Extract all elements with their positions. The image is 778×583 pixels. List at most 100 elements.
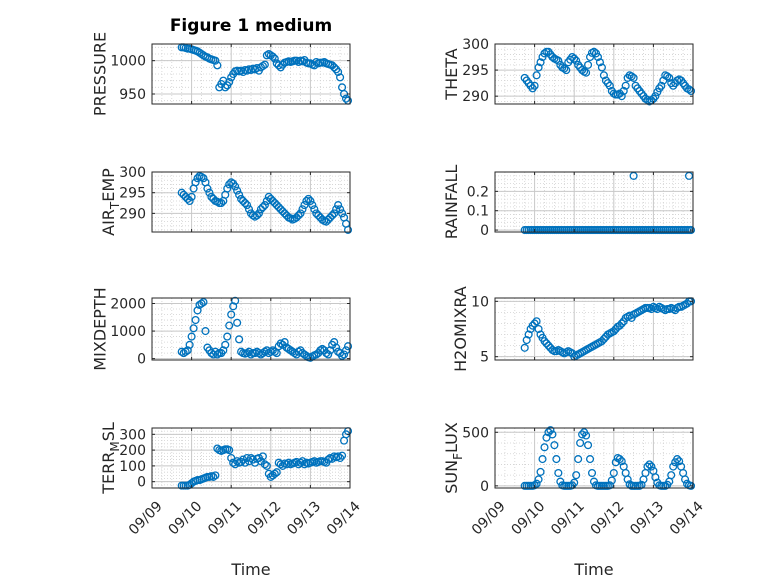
data-point xyxy=(332,205,341,214)
data-point xyxy=(615,321,624,330)
y-tick-label: 950 xyxy=(119,87,146,103)
x-tick-label: 09/09 xyxy=(126,498,166,538)
data-point xyxy=(187,332,196,341)
axes-box xyxy=(151,427,351,489)
x-axis-label-left: Time xyxy=(230,560,270,579)
data-point xyxy=(330,209,339,218)
data-series xyxy=(520,47,696,106)
data-point xyxy=(233,318,242,327)
data-point xyxy=(306,353,315,362)
data-point xyxy=(532,71,541,80)
data-point xyxy=(534,475,543,484)
data-point xyxy=(244,205,254,214)
y-tick-label: 290 xyxy=(462,89,489,105)
data-point xyxy=(260,60,269,69)
data-point xyxy=(270,54,279,63)
subplot-rainfall: 0 0.1 0.2 RAINFALL xyxy=(442,165,696,240)
data-point xyxy=(229,458,238,467)
data-point xyxy=(330,63,339,72)
data-point xyxy=(530,319,539,328)
data-point xyxy=(647,462,656,471)
data-point xyxy=(284,458,293,467)
x-tick-label: 09/13 xyxy=(284,498,324,538)
data-point xyxy=(653,305,662,314)
data-point xyxy=(185,340,194,349)
data-point xyxy=(619,86,628,96)
data-point xyxy=(268,52,277,61)
y-axis-label: RAINFALL xyxy=(442,165,461,240)
data-point xyxy=(270,469,279,478)
data-point xyxy=(578,430,587,439)
data-point xyxy=(534,324,543,334)
data-point xyxy=(191,315,200,325)
data-point xyxy=(574,455,583,464)
data-point xyxy=(542,339,551,348)
data-point xyxy=(233,186,242,195)
y-tick-label: 1000 xyxy=(110,54,146,70)
data-point xyxy=(300,201,309,210)
data-point xyxy=(310,457,319,466)
data-series xyxy=(177,43,353,105)
axes-box xyxy=(494,43,694,105)
data-point xyxy=(183,194,192,203)
data-point xyxy=(599,334,608,344)
data-point xyxy=(530,81,539,90)
data-point xyxy=(538,455,547,464)
data-point xyxy=(272,468,281,477)
data-point xyxy=(536,467,545,476)
data-point xyxy=(294,211,303,220)
data-point xyxy=(199,298,208,307)
y-tick-label: 200 xyxy=(119,443,146,459)
data-point xyxy=(617,457,626,466)
data-point xyxy=(686,86,696,96)
data-point xyxy=(643,95,652,104)
y-tick-label: 300 xyxy=(119,427,146,443)
data-point xyxy=(585,52,595,62)
y-axis-label: SUNFLUX xyxy=(442,422,465,494)
data-point xyxy=(550,441,559,450)
data-series xyxy=(520,171,696,235)
x-tick-label: 09/10 xyxy=(166,498,206,538)
y-tick-label: 10 xyxy=(471,294,489,310)
data-point xyxy=(302,351,311,360)
data-point xyxy=(540,337,549,346)
data-point xyxy=(570,54,579,63)
data-point xyxy=(663,72,672,81)
axes-box xyxy=(494,171,694,233)
data-point xyxy=(276,460,285,469)
data-point xyxy=(308,201,317,210)
data-point xyxy=(554,56,563,65)
data-point xyxy=(332,343,341,352)
data-point xyxy=(185,196,194,206)
y-tick-label: 1000 xyxy=(110,324,146,340)
data-point xyxy=(686,226,696,235)
x-tick-label: 09/14 xyxy=(324,498,364,538)
data-point xyxy=(338,209,347,218)
data-point xyxy=(542,433,551,442)
data-point xyxy=(609,468,618,478)
data-point xyxy=(562,66,571,75)
data-point xyxy=(643,462,652,471)
data-point xyxy=(193,174,202,183)
y-tick-label: 0.2 xyxy=(467,184,489,200)
y-axis-label: MIXDEPTH xyxy=(91,287,110,370)
data-point xyxy=(199,174,208,183)
data-point xyxy=(258,61,267,71)
x-tick-label: 09/12 xyxy=(588,498,628,538)
data-point xyxy=(231,182,240,191)
data-point xyxy=(296,209,305,218)
data-point xyxy=(645,460,654,469)
data-point xyxy=(324,350,333,359)
data-point xyxy=(615,455,624,464)
data-point xyxy=(589,47,599,56)
data-point xyxy=(595,58,604,67)
data-point xyxy=(599,71,608,80)
data-point xyxy=(336,453,345,463)
data-point xyxy=(306,196,315,206)
data-point xyxy=(621,81,630,90)
data-point xyxy=(607,476,616,485)
data-point xyxy=(582,431,591,440)
data-point xyxy=(278,461,287,470)
data-point xyxy=(276,339,285,348)
